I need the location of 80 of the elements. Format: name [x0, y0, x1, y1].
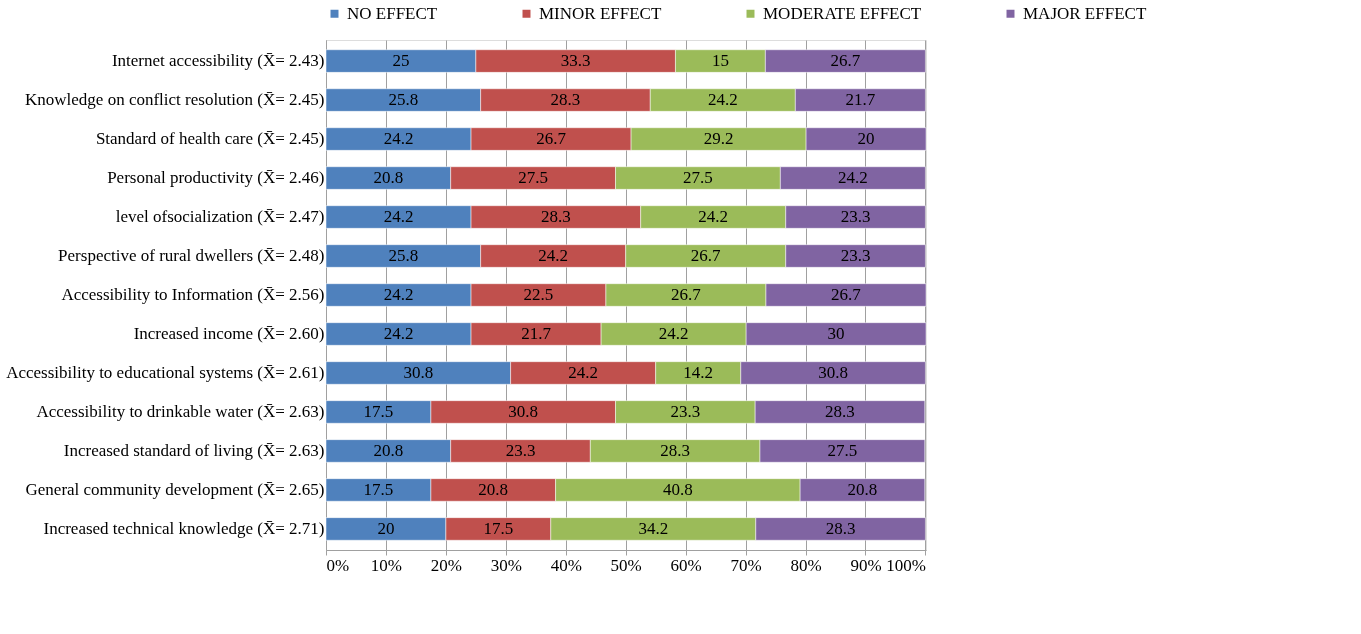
data-label: 17.5 — [363, 479, 394, 499]
x-tick-label: 80% — [790, 555, 822, 575]
data-label: 30.8 — [818, 362, 848, 382]
y-tick-label: Internet accessibility (X̄= 2.43) — [111, 51, 325, 71]
y-tick-label: Accessibility to drinkable water (X̄= 2.63) — [36, 401, 325, 421]
y-tick-label: Increased standard of living (X̄= 2.63) — [63, 440, 325, 460]
data-label: 26.7 — [690, 246, 722, 266]
data-label: 28.3 — [541, 207, 571, 227]
data-label: 20 — [857, 129, 875, 149]
legend-label: MAJOR EFFECT — [1023, 3, 1147, 23]
data-label: 24.2 — [538, 246, 569, 266]
data-label: 22.5 — [523, 285, 554, 304]
data-label: 24.2 — [658, 323, 689, 343]
data-label: 26.7 — [831, 285, 862, 304]
x-tick-label: 70% — [730, 555, 762, 575]
data-label: 33.3 — [560, 51, 591, 71]
y-tick-label: Knowledge on conflict resolution (X̄= 2.45) — [25, 90, 325, 110]
data-label: 23.3 — [840, 246, 871, 266]
data-label: 40.8 — [662, 479, 693, 499]
data-label: 26.7 — [671, 285, 702, 304]
legend-label: MODERATE EFFECT — [763, 3, 922, 23]
x-tick-label: 40% — [550, 555, 582, 575]
x-tick-label: 10% — [370, 555, 403, 575]
y-tick-label: Personal productivity (X̄= 2.46) — [107, 168, 325, 188]
y-tick-label: General community development (X̄= 2.65) — [25, 479, 325, 499]
data-label: 20 — [377, 518, 395, 538]
data-label: 21.7 — [521, 323, 552, 343]
data-label: 28.3 — [825, 401, 855, 421]
data-label: 24.2 — [383, 129, 414, 149]
x-tick-label: 20% — [430, 555, 462, 575]
data-label: 28.3 — [660, 440, 691, 460]
data-label: 23.3 — [505, 440, 536, 460]
data-label: 24.2 — [568, 362, 599, 382]
data-label: 26.7 — [536, 129, 567, 149]
data-label: 20.8 — [478, 479, 509, 499]
data-label: 23.3 — [840, 207, 871, 227]
data-label: 28.3 — [825, 518, 856, 538]
x-tick-label: 30% — [490, 555, 522, 575]
data-label: 20.8 — [373, 440, 404, 460]
data-label: 20.8 — [373, 168, 404, 188]
data-label: 27.5 — [518, 168, 548, 188]
data-label: 30.8 — [508, 401, 539, 421]
data-label: 30.8 — [403, 362, 434, 382]
y-tick-label: Increased income (X̄= 2.60) — [133, 323, 325, 343]
data-label: 29.2 — [703, 129, 734, 149]
data-label: 34.2 — [638, 518, 669, 538]
data-label: 15 — [711, 51, 729, 71]
y-tick-label: Accessibility to educational systems (X̄= 2.61) — [6, 362, 325, 382]
data-label: 25.8 — [388, 90, 419, 110]
data-label: 24.2 — [838, 168, 868, 188]
y-tick-label: Perspective of rural dwellers (X̄= 2.48) — [58, 246, 325, 266]
data-label: 17.5 — [363, 401, 394, 421]
data-label: 20.8 — [847, 479, 878, 499]
data-label: 24.2 — [707, 90, 738, 110]
data-label: 24.2 — [383, 207, 414, 227]
data-label: 24.2 — [383, 285, 414, 304]
data-label: 24.2 — [698, 207, 729, 227]
y-tick-label: Standard of health care (X̄= 2.45) — [95, 129, 325, 149]
legend-label: MINOR EFFECT — [539, 3, 662, 23]
x-tick-label: 60% — [670, 555, 702, 575]
y-tick-label: level ofsocialization (X̄= 2.47) — [115, 207, 325, 227]
data-label: 25.8 — [388, 246, 419, 266]
data-label: 25 — [392, 51, 410, 71]
data-label: 21.7 — [845, 90, 876, 110]
legend-label: NO EFFECT — [347, 3, 438, 23]
data-label: 26.7 — [830, 51, 861, 71]
y-tick-label: Accessibility to Information (X̄= 2.56) — [61, 285, 325, 304]
x-tick-label: 50% — [610, 555, 642, 575]
data-label: 17.5 — [483, 518, 514, 538]
x-tick-label: 90% — [850, 555, 882, 575]
data-label: 27.5 — [827, 440, 858, 460]
x-tick-label: 100% — [886, 555, 926, 575]
data-label: 14.2 — [683, 362, 714, 382]
data-label: 27.5 — [683, 168, 713, 188]
data-label: 23.3 — [670, 401, 701, 421]
data-label: 24.2 — [383, 323, 414, 343]
y-tick-label: Increased technical knowledge (X̄= 2.71) — [43, 518, 325, 538]
data-label: 28.3 — [550, 90, 581, 110]
x-tick-label: 0% — [326, 555, 350, 575]
data-label: 30 — [827, 323, 845, 343]
